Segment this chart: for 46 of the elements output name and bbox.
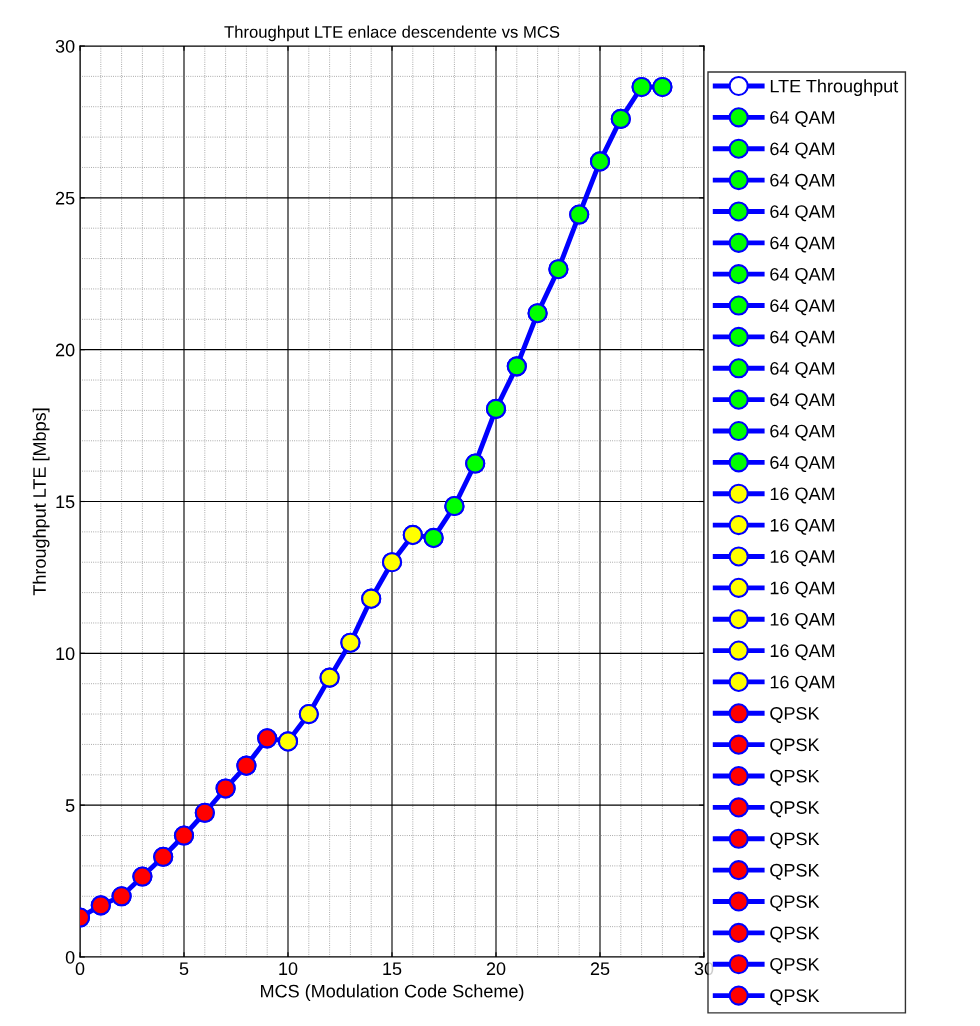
x-tick-label: 0	[75, 962, 85, 976]
legend-label: 64 QAM	[770, 393, 835, 410]
y-tick-label: 0	[65, 950, 75, 964]
legend-label: 16 QAM	[770, 581, 835, 598]
chart-title: Throughput LTE enlace descendente vs MCS	[224, 25, 560, 42]
legend-label: QPSK	[770, 769, 820, 786]
y-tick-label: 15	[56, 495, 75, 509]
legend-label: 64 QAM	[770, 111, 835, 128]
legend-label: 64 QAM	[770, 299, 835, 316]
legend-label: 64 QAM	[770, 330, 835, 347]
legend-label: QPSK	[770, 863, 820, 880]
legend-label: 16 QAM	[770, 612, 835, 629]
legend-label: 64 QAM	[770, 236, 835, 253]
legend-label: QPSK	[770, 801, 820, 818]
y-tick-label: 25	[55, 191, 75, 205]
y-tick-label: 5	[65, 799, 75, 812]
x-tick-label: 10	[279, 962, 298, 976]
legend-label: 64 QAM	[770, 173, 835, 190]
legend-label: 16 QAM	[770, 644, 835, 661]
legend-label: 16 QAM	[770, 487, 835, 504]
legend-label: 64 QAM	[770, 205, 835, 222]
x-tick-label: 5	[179, 962, 189, 976]
legend-label: 64 QAM	[770, 142, 835, 159]
legend-label: QPSK	[770, 895, 820, 912]
legend-label: 16 QAM	[770, 518, 835, 535]
legend-label: 64 QAM	[770, 424, 835, 441]
legend-label: QPSK	[770, 957, 820, 974]
y-tick-label: 20	[55, 343, 75, 357]
x-tick-label: 20	[486, 962, 506, 976]
legend-label: 16 QAM	[770, 550, 835, 567]
legend-label: QPSK	[770, 832, 820, 849]
y-tick-label: 10	[56, 647, 75, 661]
legend-label: QPSK	[770, 989, 820, 1006]
legend-label: QPSK	[770, 926, 820, 943]
x-tick-label: 25	[590, 962, 610, 976]
legend-label: QPSK	[770, 707, 820, 724]
legend-label: 16 QAM	[770, 675, 835, 692]
x-tick-label: 15	[383, 962, 402, 976]
legend-label: 64 QAM	[770, 267, 835, 284]
y-tick-label: 30	[55, 39, 75, 53]
legend-label: QPSK	[770, 738, 820, 755]
legend-label: LTE Throughput	[770, 79, 899, 97]
y-axis-title: Throughput LTE [Mbps]	[32, 408, 50, 596]
legend-label: 64 QAM	[770, 456, 835, 473]
x-axis-title: MCS (Modulation Code Scheme)	[261, 984, 524, 1002]
legend-label: 64 QAM	[770, 361, 835, 379]
